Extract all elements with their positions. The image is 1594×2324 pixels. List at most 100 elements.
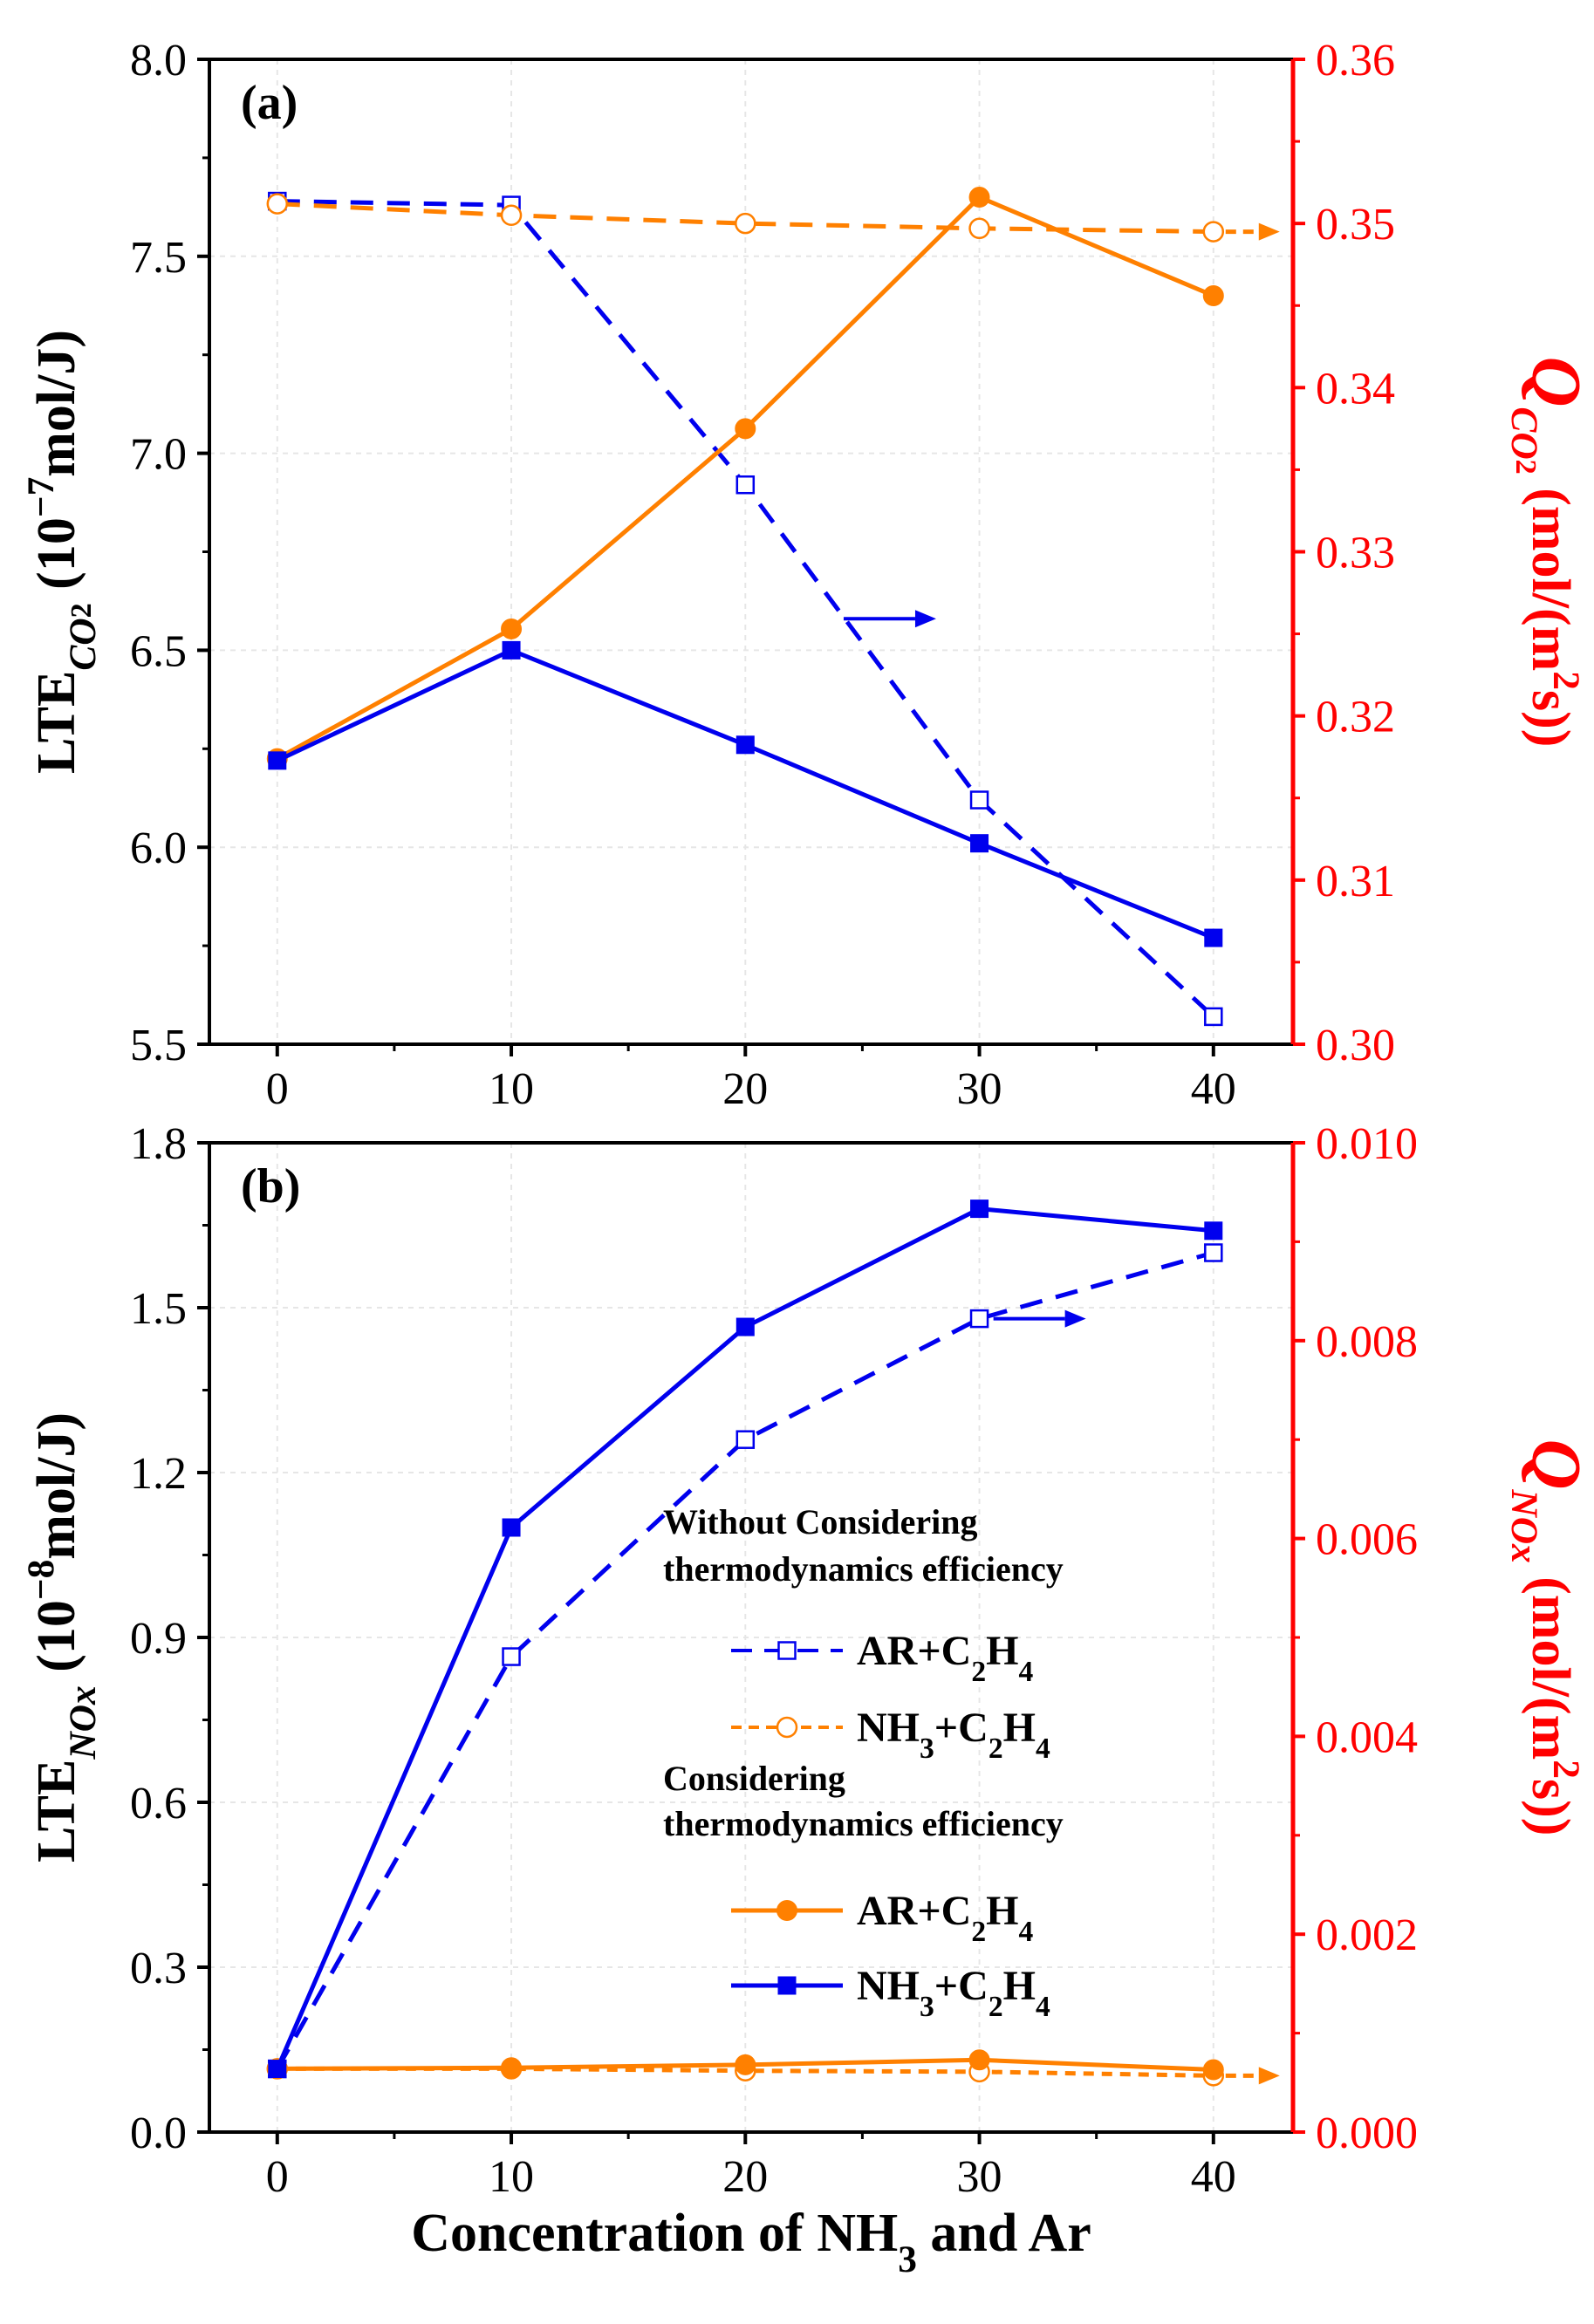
y-tick-label-right: 0.33 — [1316, 529, 1395, 578]
data-point — [1204, 928, 1223, 947]
legend-label-part: 3 — [920, 1733, 934, 1765]
legend-label-part: AR+C — [857, 1888, 971, 1934]
legend-marker — [776, 1716, 798, 1739]
x-axis-title: Concentration of NH3 and Ar — [411, 2204, 1091, 2280]
y-axis-label-right: QNOx (mol/(m2s)) — [1503, 1439, 1594, 1836]
y-axis-label-left-part: CO — [62, 618, 104, 670]
y-tick-label-left: 1.8 — [130, 1119, 187, 1169]
legend-group1-title: thermodynamics efficiency — [663, 1549, 1064, 1589]
right-axis-arrow-head — [1258, 222, 1280, 241]
y-tick-label-left: 0.9 — [130, 1614, 187, 1664]
series-3 — [268, 640, 1223, 947]
data-point — [1202, 2059, 1224, 2081]
y-tick-label-left: 7.0 — [130, 430, 187, 480]
legend-label-part: 3 — [920, 1991, 934, 2023]
legend-label: AR+C2H4 — [857, 1888, 1033, 1948]
legend-label: AR+C2H4 — [857, 1628, 1033, 1688]
legend-marker — [777, 1641, 797, 1660]
y-tick-label-left: 0.3 — [130, 1944, 187, 1993]
legend-label-part: +C — [934, 1705, 989, 1751]
data-point — [968, 2049, 990, 2071]
legend-label-part: NH — [857, 1963, 920, 2009]
legend-label-part: 2 — [989, 1991, 1003, 2023]
x-tick-label: 20 — [722, 1064, 768, 1114]
data-point — [970, 834, 989, 853]
data-point — [502, 1647, 521, 1666]
legend-label-part: 2 — [971, 1656, 986, 1688]
y-axis-label-left-part: LTE — [27, 671, 86, 774]
y-axis-label-right-part: (mol/(m — [1521, 1563, 1580, 1760]
series-line — [275, 1250, 1214, 2070]
panel-label: (b) — [241, 1159, 300, 1213]
data-point — [735, 475, 756, 495]
data-point — [1202, 221, 1225, 243]
y-tick-label-right: 0.35 — [1316, 200, 1395, 249]
data-point — [268, 751, 287, 770]
legend-group1-title: Without Considering — [663, 1502, 977, 1541]
y-tick-label-right: 0.006 — [1316, 1515, 1418, 1565]
y-axis-label-left-part: mol/J) — [27, 1412, 86, 1560]
y-tick-label-left: 1.5 — [130, 1284, 187, 1334]
data-point — [968, 187, 990, 208]
y-tick-label-right: 0.008 — [1316, 1317, 1418, 1367]
panel-b: 0 10 20 30 40 0.0 0.3 0.6 0.9 1.2 1.5 1.8 0.000 0.002… — [20, 1119, 1594, 2202]
legend: Without Considering thermodynamics effici… — [663, 1502, 1064, 2023]
data-point — [501, 2057, 523, 2079]
x-axis-title-part: and Ar — [917, 2204, 1091, 2263]
x-axis-title-part: 3 — [898, 2239, 917, 2280]
data-point — [970, 1200, 989, 1219]
y-axis-label-left-part: −8 — [20, 1560, 62, 1600]
legend-label-part: NH — [857, 1705, 920, 1751]
data-point — [1204, 1007, 1223, 1027]
data-point — [735, 418, 756, 440]
data-point — [969, 790, 989, 810]
data-point — [1204, 1221, 1223, 1241]
data-point — [735, 735, 755, 755]
blue-arrow-head — [914, 610, 936, 628]
y-tick-label-right: 0.32 — [1316, 693, 1395, 742]
right-axis-arrow-head — [1258, 2067, 1280, 2085]
y-tick-label-left: 0.0 — [130, 2109, 187, 2158]
y-axis-label-left-part: (10 — [27, 1600, 86, 1685]
x-tick-label: 10 — [489, 2152, 534, 2202]
y-axis-label-right-part: 2 — [1510, 460, 1543, 475]
data-point — [735, 1317, 755, 1336]
y-tick-label-left: 6.5 — [130, 626, 187, 676]
series-3 — [268, 1200, 1223, 2079]
x-tick-label: 0 — [266, 2152, 289, 2202]
data-point — [968, 217, 990, 240]
legend-item: NH3+C2H4 — [731, 1963, 1050, 2023]
y-axis-label-left-part: LTE — [27, 1760, 86, 1863]
y-axis-label-right-part: 2 — [1545, 671, 1587, 690]
series-2 — [266, 2049, 1224, 2081]
x-tick-label: 40 — [1191, 2152, 1236, 2202]
legend-item: AR+C2H4 — [731, 1888, 1033, 1948]
blue-arrow-head — [1064, 1309, 1086, 1328]
legend-group2-title: thermodynamics efficiency — [663, 1804, 1064, 1843]
x-tick-label: 10 — [489, 1064, 534, 1114]
legend-label-part: 4 — [1036, 1733, 1050, 1765]
legend-label-part: 4 — [1036, 1991, 1050, 2023]
y-tick-label-left: 5.5 — [130, 1021, 187, 1070]
legend-label-part: +C — [934, 1963, 989, 2009]
y-axis-label-right-part: s)) — [1521, 690, 1580, 747]
y-tick-label-left: 1.2 — [130, 1449, 187, 1499]
y-tick-label-left: 8.0 — [130, 36, 187, 85]
x-tick-label: 30 — [957, 2152, 1002, 2202]
y-axis-label-left-part: mol/J) — [27, 330, 86, 477]
y-axis-label-right-part: 2 — [1545, 1760, 1587, 1779]
data-point — [735, 1430, 756, 1449]
y-tick-label-right: 0.30 — [1316, 1021, 1395, 1070]
panel-label: (a) — [241, 76, 298, 130]
y-axis-label-right-part: CO — [1503, 407, 1545, 459]
data-point — [501, 618, 523, 639]
y-axis-label-right-part: Q — [1517, 1439, 1594, 1490]
y-tick-label-right: 0.004 — [1316, 1712, 1418, 1762]
x-tick-label: 20 — [722, 2152, 768, 2202]
data-point — [1204, 1243, 1223, 1262]
legend-label-part: 2 — [989, 1733, 1003, 1765]
legend-label-part: H — [986, 1628, 1018, 1674]
y-tick-label-right: 0.31 — [1316, 857, 1395, 906]
y-axis-label-right-part: (mol/(m — [1521, 475, 1580, 672]
